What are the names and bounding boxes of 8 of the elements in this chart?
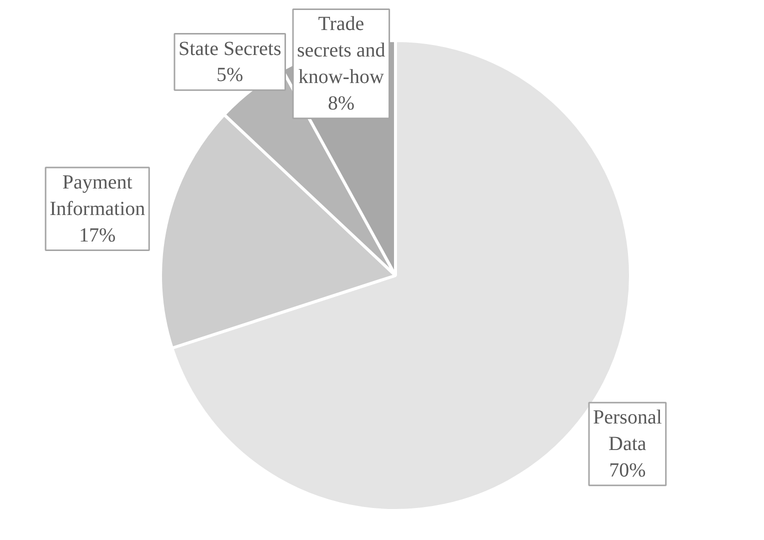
slice-label: Personal Data [593, 406, 662, 456]
slice-label: Trade secrets and know-how [297, 13, 386, 88]
slice-label: State Secrets [178, 38, 282, 60]
data-label: 5% [216, 64, 244, 86]
data-label: 8% [328, 92, 354, 114]
data-label: 17% [79, 224, 116, 246]
data-label: 70% [609, 459, 646, 482]
slice-label: Payment Information [50, 171, 146, 220]
